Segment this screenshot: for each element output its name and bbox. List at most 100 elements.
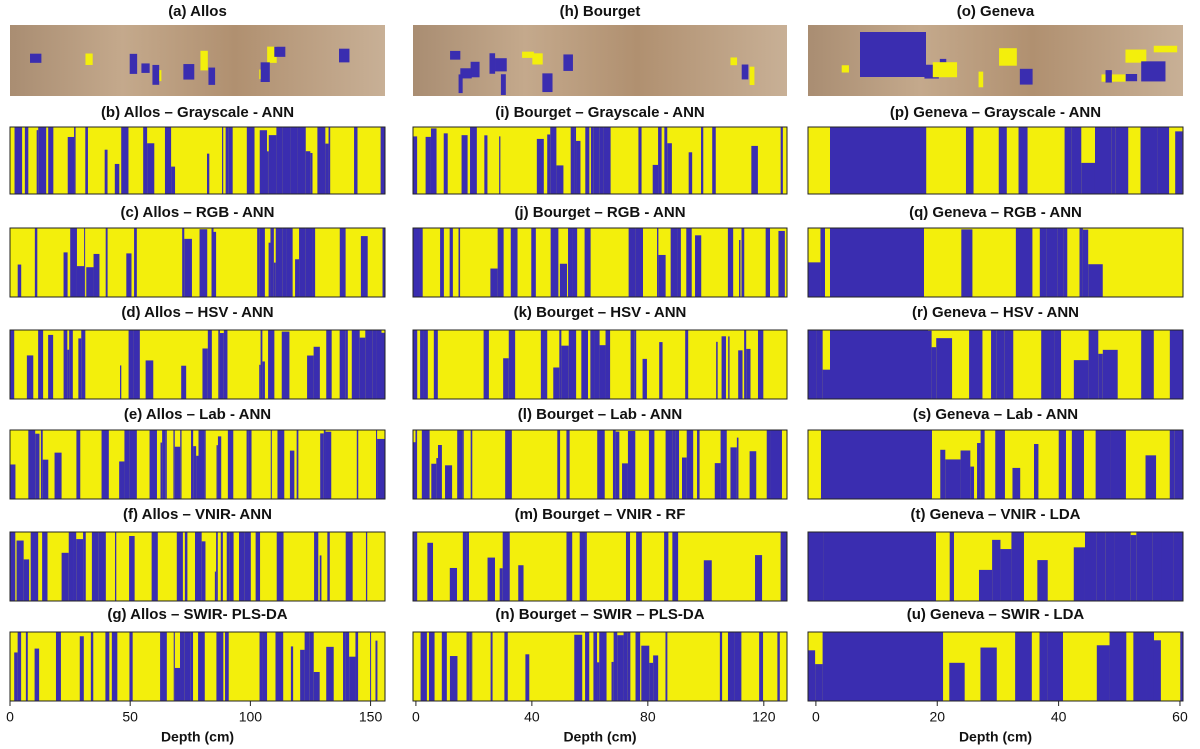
- class-stripe: [970, 466, 975, 499]
- training-patch: [730, 57, 738, 66]
- class-stripe: [820, 228, 825, 297]
- class-stripe: [1141, 330, 1154, 399]
- class-stripe: [581, 330, 589, 399]
- class-stripe: [119, 461, 125, 499]
- class-stripe: [695, 235, 702, 297]
- class-stripe: [38, 330, 44, 399]
- class-stripe: [1047, 632, 1063, 701]
- class-stripe: [257, 228, 260, 297]
- class-stripe: [101, 430, 109, 499]
- class-stripe: [69, 330, 73, 399]
- class-stripe: [216, 532, 218, 601]
- class-stripe: [413, 442, 416, 499]
- class-stripe: [759, 632, 764, 701]
- class-stripe: [649, 662, 654, 701]
- class-stripe: [808, 532, 824, 601]
- class-stripe: [191, 430, 194, 499]
- class-stripe: [686, 228, 692, 297]
- class-stripe: [345, 632, 350, 701]
- class-stripe: [290, 127, 297, 194]
- panel-title: (n) Bourget – SWIR – PLS-DA: [495, 606, 704, 623]
- class-stripe: [78, 338, 82, 399]
- class-stripe: [67, 349, 70, 399]
- class-stripe: [670, 228, 678, 297]
- training-patch: [542, 73, 553, 93]
- class-stripe: [685, 330, 689, 399]
- class-stripe: [275, 228, 283, 297]
- training-patch: [932, 62, 958, 78]
- class-stripe: [1096, 532, 1106, 601]
- class-stripe: [566, 532, 573, 601]
- class-stripe: [382, 228, 385, 297]
- class-stripe: [960, 450, 971, 499]
- class-stripe: [134, 228, 137, 297]
- class-stripe: [559, 330, 562, 399]
- class-stripe: [34, 648, 40, 701]
- class-stripe: [216, 632, 224, 701]
- class-stripe: [147, 143, 155, 194]
- class-stripe: [1180, 330, 1183, 399]
- class-stripe: [182, 228, 185, 297]
- class-stripe: [617, 635, 624, 701]
- class-stripe: [420, 330, 424, 399]
- training-patch: [1019, 68, 1033, 85]
- map-frame: [412, 429, 788, 500]
- class-stripe: [246, 430, 249, 499]
- class-stripe: [319, 555, 322, 601]
- class-stripe: [16, 540, 24, 601]
- class-stripe: [1054, 330, 1062, 399]
- class-stripe: [1174, 430, 1183, 499]
- class-stripe: [425, 136, 431, 194]
- class-stripe: [365, 330, 373, 399]
- class-stripe: [623, 632, 628, 701]
- class-stripe: [229, 532, 234, 601]
- panel-title: (b) Allos – Grayscale - ANN: [101, 104, 294, 121]
- class-stripe: [525, 654, 530, 701]
- class-stripe: [510, 228, 518, 297]
- class-stripe: [84, 228, 86, 297]
- classification-map: [412, 227, 788, 298]
- training-patch: [1101, 74, 1126, 82]
- class-stripe: [462, 532, 467, 601]
- class-stripe: [419, 228, 423, 297]
- class-stripe: [10, 532, 16, 601]
- class-stripe: [612, 430, 616, 499]
- class-stripe: [568, 228, 573, 297]
- class-stripe: [665, 430, 673, 499]
- class-stripe: [38, 127, 47, 194]
- class-stripe: [1088, 264, 1103, 297]
- class-stripe: [24, 127, 29, 194]
- tick-label: 20: [929, 709, 945, 725]
- class-stripe: [1169, 430, 1175, 499]
- class-stripe: [458, 228, 461, 297]
- class-stripe: [91, 532, 99, 601]
- class-stripe: [98, 532, 106, 601]
- class-stripe: [376, 330, 382, 399]
- class-stripe: [219, 333, 224, 399]
- class-stripe: [128, 330, 134, 399]
- class-stripe: [627, 632, 631, 701]
- class-stripe: [462, 430, 464, 499]
- class-stripe: [746, 348, 751, 399]
- class-stripe: [652, 164, 659, 194]
- class-stripe: [270, 228, 274, 297]
- class-stripe: [1105, 532, 1115, 601]
- class-stripe: [246, 127, 255, 194]
- class-stripe: [345, 330, 348, 399]
- class-stripe: [1157, 127, 1170, 194]
- class-stripe: [949, 662, 965, 701]
- class-stripe: [413, 228, 420, 297]
- panel-title: (u) Geneva – SWIR - LDA: [907, 606, 1085, 623]
- training-patch: [741, 64, 749, 80]
- class-stripe: [648, 430, 655, 499]
- map-frame: [412, 531, 788, 602]
- class-stripe: [744, 330, 747, 399]
- class-stripe: [326, 646, 334, 701]
- class-stripe: [48, 334, 54, 399]
- class-stripe: [365, 532, 368, 601]
- class-stripe: [79, 636, 84, 701]
- class-stripe: [370, 632, 372, 701]
- class-stripe: [568, 330, 577, 399]
- class-stripe: [430, 128, 437, 194]
